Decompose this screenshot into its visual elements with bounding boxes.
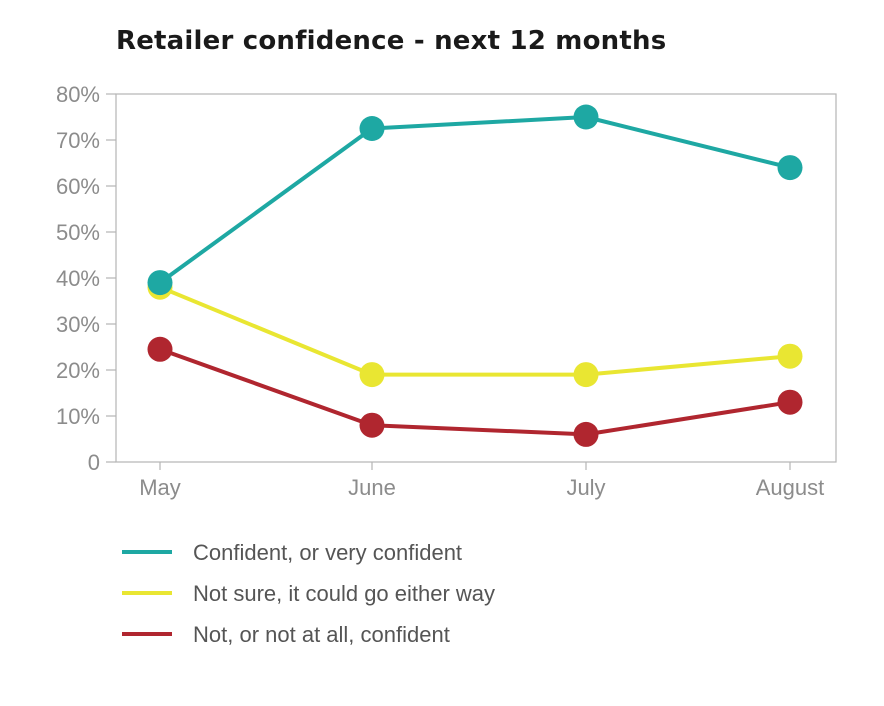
x-tick-label: July xyxy=(566,475,605,500)
data-point xyxy=(147,270,173,296)
y-tick-label: 60% xyxy=(56,174,100,199)
data-point xyxy=(777,389,803,415)
y-tick-label: 10% xyxy=(56,404,100,429)
legend-label: Not, or not at all, confident xyxy=(193,622,450,647)
series-line xyxy=(159,285,791,377)
x-tick-label: May xyxy=(139,475,181,500)
legend: Confident, or very confident Not sure, it… xyxy=(122,540,495,647)
legend-label: Confident, or very confident xyxy=(193,540,462,565)
data-point xyxy=(573,104,599,130)
y-tick-label: 70% xyxy=(56,128,100,153)
x-tick-label: June xyxy=(348,475,396,500)
data-point xyxy=(147,336,173,362)
series-line xyxy=(159,347,791,437)
y-tick-label: 40% xyxy=(56,266,100,291)
y-tick-label: 20% xyxy=(56,358,100,383)
data-point xyxy=(359,412,385,438)
chart-title: Retailer confidence - next 12 months xyxy=(116,26,667,56)
y-tick-label: 80% xyxy=(56,82,100,107)
y-tick-label: 0 xyxy=(88,450,100,475)
axes-group: 0 10% 20% 30% 40% 50% 60% 70% 80% May June July Augu… xyxy=(56,82,824,500)
legend-label: Not sure, it could go either way xyxy=(193,581,495,606)
data-point xyxy=(573,362,599,388)
series-group xyxy=(147,104,803,447)
series-line xyxy=(158,115,791,285)
y-tick-label: 50% xyxy=(56,220,100,245)
data-point xyxy=(777,343,803,369)
data-point xyxy=(777,155,803,181)
data-point xyxy=(359,362,385,388)
data-point xyxy=(573,421,599,447)
plot-area-frame xyxy=(115,93,837,463)
y-tick-label: 30% xyxy=(56,312,100,337)
x-tick-label: August xyxy=(756,475,825,500)
data-point xyxy=(359,116,385,141)
